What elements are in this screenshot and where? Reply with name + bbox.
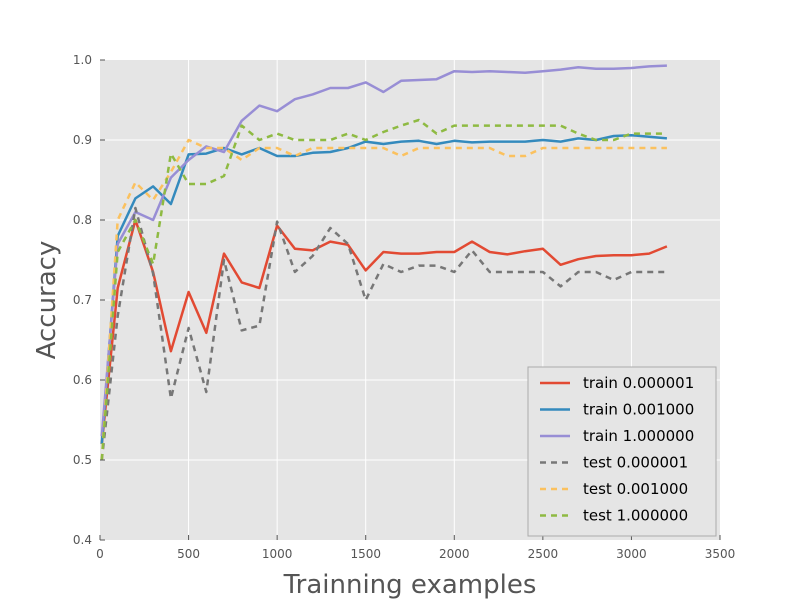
legend-entry-label: test 1.000000 — [583, 507, 688, 525]
x-axis-title: Trainning examples — [283, 570, 537, 600]
y-tick-label: 0.5 — [73, 453, 92, 467]
x-tick-label: 1000 — [262, 547, 293, 561]
legend-entry-label: test 0.000001 — [583, 454, 688, 472]
x-tick-label: 3000 — [616, 547, 647, 561]
x-tick-label: 1500 — [350, 547, 381, 561]
x-tick-label: 2500 — [528, 547, 559, 561]
y-tick-label: 0.4 — [73, 533, 92, 547]
legend-entry-label: train 1.000000 — [583, 427, 694, 445]
y-tick-label: 0.8 — [73, 213, 92, 227]
x-tick-label: 0 — [96, 547, 104, 561]
series-line-test-0-001000 — [100, 138, 667, 461]
x-tick-label: 500 — [177, 547, 200, 561]
y-tick-label: 0.9 — [73, 133, 92, 147]
series-line-train-0-000001 — [100, 218, 668, 445]
series-line-test-1-000000 — [100, 118, 667, 461]
series-line-train-1-000000 — [100, 64, 667, 437]
series-line-test-0-000001 — [100, 206, 667, 461]
axis-ticks: 0 500 1000 1500 2000 2500 3000 3500 0.4 0.5 0.6 0.7… — [73, 53, 735, 561]
y-tick-label: 0.7 — [73, 293, 92, 307]
legend: train 0.000001 train 0.001000 train 1.0000… — [527, 366, 717, 537]
legend-entry-label: test 0.001000 — [583, 480, 688, 498]
y-tick-label: 1.0 — [73, 53, 92, 67]
series-lines — [100, 64, 668, 461]
legend-entry-label: train 0.001000 — [583, 401, 694, 419]
y-tick-label: 0.6 — [73, 373, 92, 387]
x-tick-label: 3500 — [705, 547, 736, 561]
legend-box — [527, 366, 717, 537]
x-tick-label: 2000 — [439, 547, 470, 561]
y-axis-title: Accuracy — [32, 241, 62, 360]
legend-entry-label: train 0.000001 — [583, 374, 694, 392]
